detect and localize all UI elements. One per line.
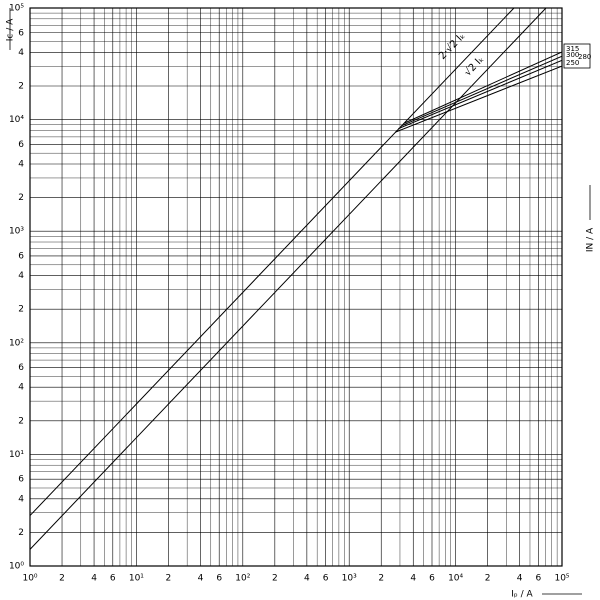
y-tick-label: 6 — [18, 140, 24, 150]
y-tick-label: 4 — [18, 160, 24, 170]
x-tick-label: 4 — [198, 574, 204, 584]
y-tick-label: 10² — [9, 338, 24, 348]
y-tick-label: 4 — [18, 271, 24, 281]
x-tick-label: 6 — [216, 574, 222, 584]
y-tick-label: 2 — [18, 528, 24, 538]
x-tick-label: 4 — [91, 574, 97, 584]
y-tick-label: 2 — [18, 82, 24, 92]
legend-label: 280 — [578, 53, 591, 61]
y-tick-label: 10⁴ — [9, 115, 24, 125]
legend-label: 315 — [566, 45, 579, 53]
series-line — [398, 59, 562, 130]
series-line — [401, 55, 562, 127]
x-tick-label: 10³ — [342, 574, 357, 584]
x-tick-label: 6 — [429, 574, 435, 584]
y-tick-label: 6 — [18, 363, 24, 373]
plot-frame — [29, 7, 563, 567]
x-tick-label: 2 — [59, 574, 65, 584]
y-tick-label: 2 — [18, 416, 24, 426]
y-tick-label: 6 — [18, 475, 24, 485]
y-tick-label: 2 — [18, 305, 24, 315]
legend-box — [563, 43, 591, 69]
y-tick-label: 6 — [18, 251, 24, 261]
series-line — [404, 51, 562, 124]
x-tick-label: 10⁵ — [554, 574, 569, 584]
x-tick-label: 4 — [304, 574, 310, 584]
x-tick-label: 10⁰ — [22, 574, 37, 584]
x-tick-label: 2 — [485, 574, 491, 584]
x-tick-label: 2 — [166, 574, 172, 584]
x-tick-label: 2 — [378, 574, 384, 584]
x-tick-label: 10¹ — [129, 574, 144, 584]
legend-label: 250 — [566, 59, 579, 67]
y-tick-label: 2 — [18, 193, 24, 203]
y-tick-label: 10³ — [9, 227, 24, 237]
y-tick-label: 4 — [18, 48, 24, 58]
series-line — [30, 8, 547, 550]
x-tick-label: 6 — [536, 574, 542, 584]
y-axis-title: Ic / A — [6, 18, 16, 41]
x-tick-label: 10⁴ — [448, 574, 463, 584]
y-tick-label: 10⁰ — [9, 562, 24, 572]
y-tick-label: 10¹ — [9, 450, 24, 460]
x-axis-title: Iₚ / A — [511, 590, 533, 600]
y-tick-label: 4 — [18, 383, 24, 393]
series-line — [30, 8, 515, 516]
y-tick-label: 4 — [18, 494, 24, 504]
y2-axis-title: IN / A — [586, 227, 596, 252]
y-tick-label: 10⁵ — [9, 4, 24, 14]
x-tick-label: 4 — [517, 574, 523, 584]
series-label: 2·√2 Iₖ — [437, 31, 468, 62]
y-tick-label: 6 — [18, 28, 24, 38]
legend-label: 300 — [566, 51, 579, 59]
x-tick-label: 4 — [410, 574, 416, 584]
x-tick-label: 2 — [272, 574, 278, 584]
series-line — [394, 65, 562, 133]
x-tick-label: 6 — [323, 574, 329, 584]
x-tick-label: 10² — [235, 574, 250, 584]
x-tick-label: 6 — [110, 574, 116, 584]
